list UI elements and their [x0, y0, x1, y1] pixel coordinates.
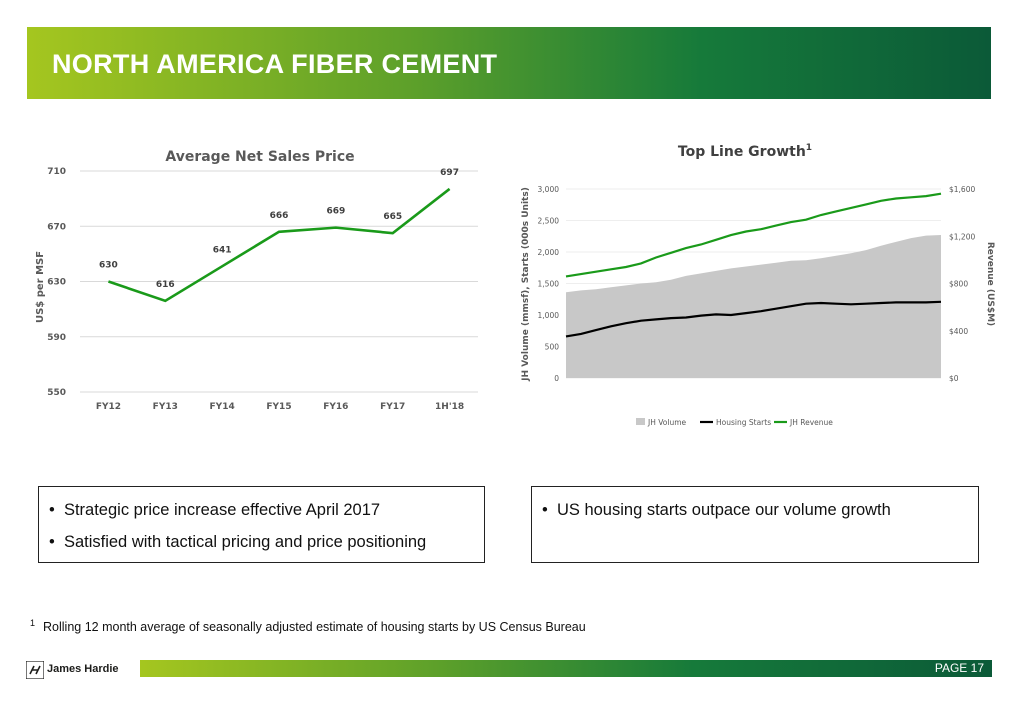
chart1-data-labels: 630 616 641 666 669 665 697	[99, 168, 459, 290]
chart1-gridlines	[80, 170, 478, 393]
chart2-title-text: Top Line Growth	[678, 144, 806, 160]
chart2-y-tick-label-left: 2,000	[538, 248, 560, 257]
footnote-text: Rolling 12 month average of seasonally a…	[43, 620, 586, 635]
brand-name: James Hardie	[47, 663, 119, 675]
bullet-glyph: •	[542, 501, 548, 519]
chart-top-line-growth: Top Line Growth1 JH Volume (mmsf), Start…	[521, 143, 995, 427]
page-number: PAGE 17	[934, 661, 984, 675]
logo-mark-icon	[25, 660, 45, 680]
chart2-y-ticks-left: 0 500 1,000 1,500 2,000 2,500 3,000	[538, 185, 560, 383]
chart1-data-label: 630	[99, 261, 118, 271]
chart2-y-tick-label-left: 1,500	[538, 280, 560, 289]
footer-bar	[140, 660, 992, 677]
chart1-x-tick-label: 1H'18	[435, 402, 464, 412]
header-bar	[27, 27, 991, 99]
chart1-x-tick-label: FY14	[210, 402, 235, 412]
chart1-data-label: 666	[270, 211, 289, 221]
callout-box-left: • Strategic price increase effective Apr…	[38, 486, 485, 563]
callout-right-text-1: US housing starts outpace our volume gro…	[556, 501, 891, 519]
callout-left-item-1: • Strategic price increase effective Apr…	[49, 501, 380, 520]
chart1-x-ticks: FY12 FY13 FY14 FY15 FY16 FY17 1H'18	[96, 402, 464, 412]
chart1-data-label: 697	[440, 168, 459, 178]
chart2-title-superscript: 1	[806, 143, 812, 153]
chart2-y-tick-label-left: 500	[545, 343, 560, 352]
chart2-y-tick-label-left: 3,000	[538, 185, 560, 194]
chart2-series-jh-volume	[566, 235, 941, 378]
chart1-data-label: 616	[156, 280, 175, 290]
chart1-y-tick-label: 670	[47, 222, 66, 232]
callout-left-text-1: Strategic price increase effective April…	[63, 501, 381, 519]
brand-logo-icon	[25, 660, 45, 684]
chart1-y-axis-label: US$ per MSF	[35, 251, 46, 323]
footnote-marker: 1	[30, 618, 36, 628]
chart2-y-axis-label-left: JH Volume (mmsf), Starts (000s Units)	[521, 187, 531, 382]
chart2-legend-label: JH Volume	[647, 418, 687, 427]
callout-left-text-2: Satisfied with tactical pricing and pric…	[63, 533, 427, 551]
chart2-y-tick-label-right: $400	[949, 327, 968, 336]
chart1-x-tick-label: FY17	[380, 402, 405, 412]
chart2-series-housing-starts	[565, 300, 942, 338]
chart1-x-tick-label: FY16	[323, 402, 348, 412]
chart1-data-label: 641	[213, 245, 232, 255]
callout-box-right: • US housing starts outpace our volume g…	[531, 486, 979, 563]
footnote: 1 Rolling 12 month average of seasonally …	[30, 618, 586, 634]
chart2-title: Top Line Growth1	[678, 143, 812, 160]
bullet-glyph: •	[49, 533, 55, 551]
chart1-data-label: 669	[326, 207, 345, 217]
chart2-y-tick-label-right: $800	[949, 280, 968, 289]
chart2-legend-label: JH Revenue	[789, 418, 833, 427]
callout-right-item-1: • US housing starts outpace our volume g…	[542, 501, 891, 520]
chart2-y-tick-label-right: $0	[949, 374, 959, 383]
chart1-line	[108, 187, 451, 303]
chart1-x-tick-label: FY15	[266, 402, 291, 412]
chart2-legend-swatch	[636, 418, 645, 425]
chart1-x-tick-label: FY12	[96, 402, 121, 412]
chart2-y-tick-label-left: 0	[554, 374, 559, 383]
chart2-y-tick-label-left: 1,000	[538, 311, 560, 320]
chart1-y-tick-label: 550	[47, 388, 66, 398]
chart2-legend-label: Housing Starts	[716, 418, 771, 427]
chart1-series-line	[108, 187, 451, 303]
chart2-y-axis-label-right: Revenue (US$M)	[985, 242, 995, 326]
chart2-y-tick-label-left: 2,500	[538, 217, 560, 226]
chart1-y-tick-label: 630	[47, 278, 66, 288]
chart1-y-tick-label: 590	[47, 333, 66, 343]
chart2-y-tick-label-right: $1,200	[949, 232, 975, 241]
chart2-y-tick-label-right: $1,600	[949, 185, 975, 194]
chart1-title: Average Net Sales Price	[165, 149, 354, 165]
chart2-legend: JH Volume Housing Starts JH Revenue	[636, 418, 833, 427]
chart1-x-tick-label: FY13	[153, 402, 178, 412]
chart1-data-label: 665	[383, 212, 402, 222]
page-title: NORTH AMERICA FIBER CEMENT	[52, 49, 498, 79]
chart2-y-ticks-right: $0 $400 $800 $1,200 $1,600	[949, 185, 975, 383]
chart1-y-tick-label: 710	[47, 167, 66, 177]
chart2-series	[565, 192, 942, 378]
chart1-y-ticks: 550 590 630 670 710	[47, 167, 66, 398]
chart2-series-jh-revenue	[565, 192, 942, 278]
chart-average-net-sales-price: Average Net Sales Price US$ per MSF 5505…	[35, 149, 478, 412]
bullet-glyph: •	[49, 501, 55, 519]
callout-left-item-2: • Satisfied with tactical pricing and pr…	[49, 533, 426, 552]
